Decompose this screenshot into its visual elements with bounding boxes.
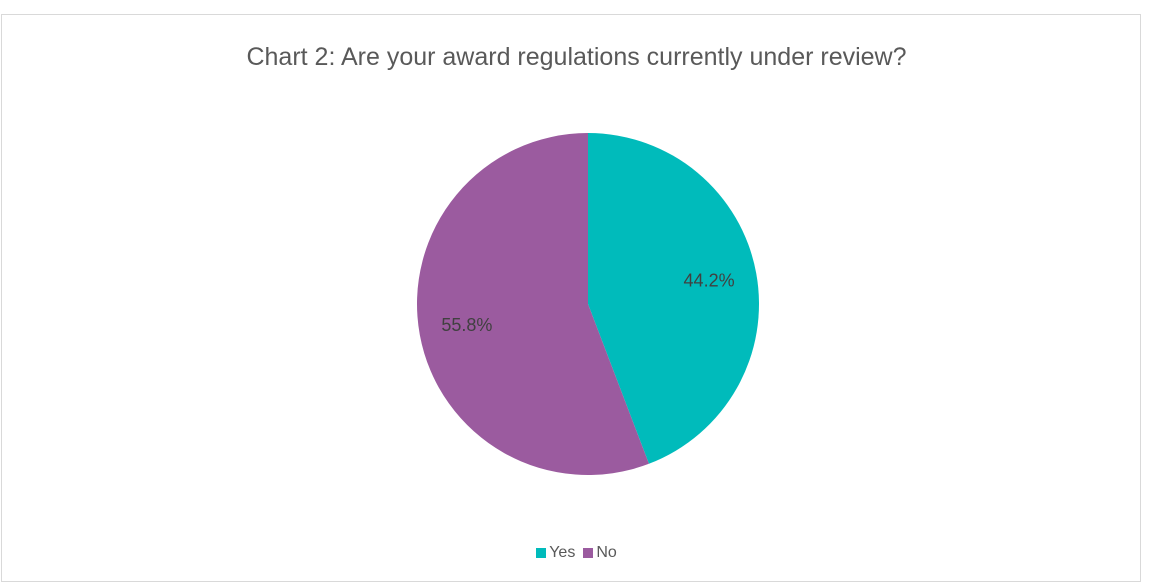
pie-data-labels: 44.2% 55.8% (441, 270, 734, 335)
pie-slices (417, 133, 760, 475)
legend-swatch-no (583, 548, 594, 558)
legend-label-yes: Yes (549, 544, 576, 561)
legend-item-no: No (583, 544, 617, 562)
legend-label-no: No (596, 544, 617, 561)
chart-title: Chart 2: Are your award regulations curr… (246, 43, 907, 71)
chart-legend: Yes No (0, 544, 1153, 562)
legend-swatch-yes (536, 548, 547, 558)
pie-slice-yes (588, 133, 760, 464)
data-label-no: 55.8% (441, 315, 492, 335)
legend-item-yes: Yes (536, 544, 575, 562)
pie-slice-no (417, 133, 649, 475)
data-label-yes: 44.2% (684, 270, 735, 290)
